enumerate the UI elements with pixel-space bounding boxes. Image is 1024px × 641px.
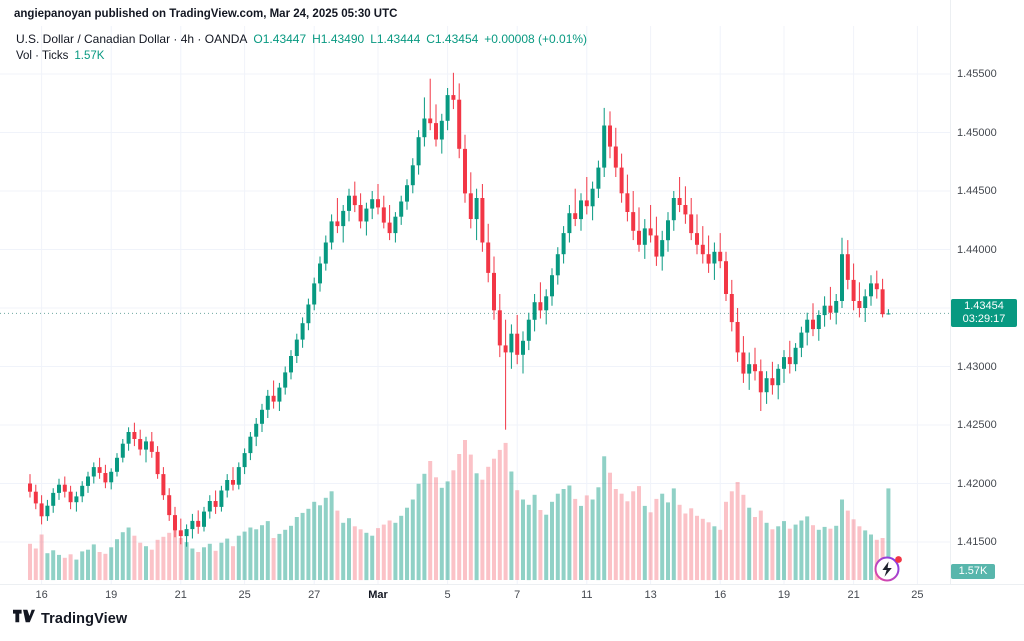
lightning-publish-icon[interactable] (872, 551, 906, 589)
tradingview-logo-icon[interactable] (13, 609, 35, 628)
legend-row-volume: Vol · Ticks 1.57K (16, 48, 587, 64)
price-tick-label: 1.41500 (957, 536, 997, 548)
price-tick-label: 1.42500 (957, 419, 997, 431)
time-tick-label: 19 (777, 589, 791, 601)
open-value: O1.43447 (253, 32, 307, 46)
volume-axis-badge: 1.57K (951, 564, 995, 579)
time-tick-label: 27 (308, 589, 321, 601)
last-price-badge: 1.43454 03:29:17 (951, 299, 1017, 328)
time-tick-label: 25 (911, 589, 924, 601)
ohlc-values: O1.43447 H1.43490 L1.43444 C1.43454 +0.00008… (247, 32, 587, 46)
volume-value: 1.57K (74, 50, 105, 62)
price-tick-label: 1.44000 (957, 243, 997, 256)
time-tick-label: 25 (238, 589, 251, 601)
time-tick-label: 13 (644, 589, 657, 601)
legend-row-symbol: U.S. Dollar / Canadian Dollar · 4h · OAN… (16, 31, 587, 47)
time-tick-label: 16 (35, 589, 48, 601)
time-tick-label: 16 (714, 589, 727, 601)
price-tick-label: 1.45500 (957, 68, 997, 80)
time-axis[interactable]: 16 19 21 25 27 Mar 5 7 11 13 16 19 21 25 (0, 584, 1024, 606)
last-price-value: 1.43454 (964, 300, 1004, 313)
time-tick-label: 11 (581, 589, 593, 601)
price-tick-label: 1.45000 (957, 126, 997, 139)
high-value: H1.43490 (312, 32, 365, 46)
time-tick-label: 19 (105, 589, 118, 601)
chart-area[interactable] (0, 0, 950, 604)
symbol-legend[interactable]: U.S. Dollar / Canadian Dollar · 4h · OAN… (16, 31, 587, 64)
time-tick-label: 5 (444, 589, 451, 601)
low-value: L1.43444 (370, 32, 421, 46)
tradingview-brand-text[interactable]: TradingView (41, 610, 128, 627)
footer-branding: TradingView (13, 609, 127, 628)
price-tick-label: 1.43000 (957, 360, 997, 373)
change-value: +0.00008 (+0.01%) (484, 32, 588, 46)
price-tick-label: 1.42000 (957, 477, 997, 490)
candlestick-volume-chart (0, 26, 950, 584)
time-tick-label: 7 (514, 589, 521, 601)
time-tick-label: 21 (847, 589, 860, 601)
bar-countdown: 03:29:17 (962, 313, 1006, 326)
time-tick-label: 21 (174, 589, 187, 601)
symbol-title: U.S. Dollar / Canadian Dollar · 4h · OAN… (16, 32, 248, 46)
close-value: C1.43454 (426, 32, 479, 46)
time-tick-label: Mar (368, 589, 388, 601)
volume-label: Vol · Ticks (16, 50, 69, 62)
attribution-text: angiepanoyan published on TradingView.co… (14, 8, 398, 20)
price-tick-label: 1.44500 (957, 185, 997, 197)
